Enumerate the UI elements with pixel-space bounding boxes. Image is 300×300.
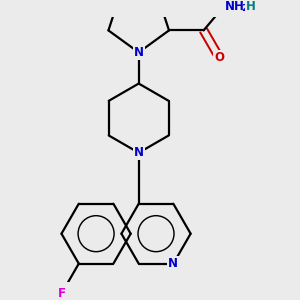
Text: NH: NH	[225, 0, 245, 13]
Text: H: H	[246, 0, 256, 13]
Text: O: O	[214, 51, 224, 64]
Text: F: F	[58, 287, 65, 300]
Text: N: N	[134, 46, 144, 59]
Text: N: N	[134, 146, 144, 159]
Text: 2: 2	[241, 4, 247, 13]
Text: N: N	[168, 257, 178, 270]
